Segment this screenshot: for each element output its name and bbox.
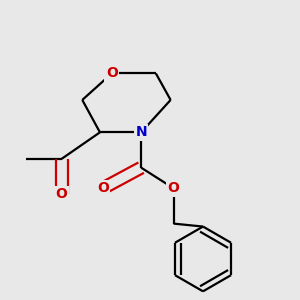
- Text: O: O: [97, 181, 109, 195]
- Text: O: O: [56, 187, 68, 201]
- Text: O: O: [168, 181, 179, 195]
- Text: O: O: [106, 66, 118, 80]
- Text: N: N: [135, 125, 147, 139]
